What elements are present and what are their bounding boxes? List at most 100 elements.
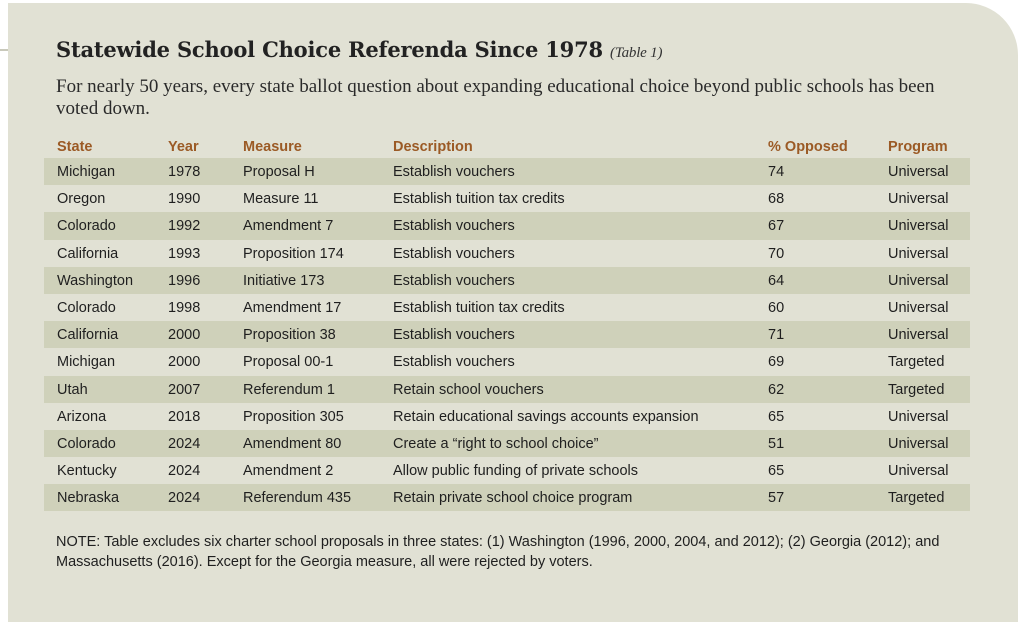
- cell-program: Universal: [888, 164, 949, 180]
- table-body: Michigan 1978 Proposal H Establish vouchers…: [44, 158, 970, 512]
- cell-opposed: 68: [768, 191, 785, 208]
- table-row: Colorado 1992 Amendment 7 Establish voucher…: [44, 212, 970, 240]
- cell-opposed: 69: [768, 354, 785, 371]
- cell-measure: Amendment 17: [243, 299, 342, 316]
- cell-measure: Amendment 80: [243, 435, 342, 452]
- table-row: Michigan 2000 Proposal 00-1 Establish vouch…: [44, 348, 970, 375]
- cell-program: Universal: [888, 272, 949, 289]
- cell-measure: Measure 11: [243, 191, 319, 208]
- title-table-tag: (Table 1): [610, 45, 663, 61]
- cell-year: 1993: [168, 245, 201, 262]
- column-header-opposed: % Opposed: [768, 139, 848, 155]
- cell-measure: Proposition 305: [243, 408, 344, 425]
- cell-opposed: 64: [768, 272, 785, 289]
- column-header-measure: Measure: [243, 139, 302, 155]
- cell-program: Universal: [888, 463, 949, 480]
- cell-description: Establish tuition tax credits: [393, 299, 565, 316]
- table-row: Colorado 1998 Amendment 17 Establish tuitio…: [44, 294, 970, 321]
- table-row: Washington 1996 Initiative 173 Establish vo…: [44, 266, 970, 294]
- table-row: California 1993 Proposition 174 Establish v…: [44, 240, 970, 267]
- cell-state: Oregon: [57, 191, 106, 208]
- table-row: Nebraska 2024 Referendum 435 Retain private…: [44, 484, 970, 512]
- cell-opposed: 62: [768, 381, 785, 398]
- column-header-description: Description: [393, 139, 473, 155]
- table-row: Oregon 1990 Measure 11 Establish tuition ta…: [44, 185, 970, 212]
- cell-year: 2024: [168, 435, 201, 452]
- cell-measure: Amendment 7: [243, 218, 334, 235]
- cell-state: California: [57, 245, 119, 262]
- cell-measure: Proposal H: [243, 164, 315, 180]
- cell-state: California: [57, 327, 119, 344]
- cell-year: 1998: [168, 299, 201, 316]
- cell-state: Colorado: [57, 435, 116, 452]
- table-row: Colorado 2024 Amendment 80 Create a “right …: [44, 429, 970, 458]
- column-header-program: Program: [888, 139, 948, 155]
- page-title: Statewide School Choice Referenda Since …: [56, 37, 662, 62]
- cell-program: Universal: [888, 245, 949, 262]
- cell-year: 2000: [168, 354, 201, 371]
- cell-year: 2018: [168, 408, 201, 425]
- cell-program: Universal: [888, 435, 949, 452]
- cell-measure: Referendum 1: [243, 381, 335, 398]
- cell-state: Michigan: [57, 354, 116, 371]
- cell-opposed: 74: [768, 164, 785, 180]
- cell-measure: Proposal 00-1: [243, 354, 334, 371]
- cell-program: Universal: [888, 218, 949, 235]
- cell-program: Targeted: [888, 490, 945, 507]
- table-row: Kentucky 2024 Amendment 2 Allow public fund…: [44, 457, 970, 484]
- cell-state: Michigan: [57, 164, 116, 180]
- cell-measure: Initiative 173: [243, 272, 325, 289]
- cell-program: Targeted: [888, 354, 945, 371]
- cell-description: Establish vouchers: [393, 164, 515, 180]
- cell-description: Allow public funding of private schools: [393, 463, 639, 480]
- cell-measure: Proposition 38: [243, 327, 336, 344]
- cell-year: 2024: [168, 490, 201, 507]
- cell-description: Retain educational savings accounts expa…: [393, 408, 699, 425]
- cell-opposed: 60: [768, 299, 785, 316]
- table-row: Utah 2007 Referendum 1 Retain school vouche…: [44, 375, 970, 403]
- cell-program: Universal: [888, 327, 949, 344]
- cell-state: Colorado: [57, 218, 116, 235]
- cell-measure: Proposition 174: [243, 245, 344, 262]
- cell-year: 1990: [168, 191, 201, 208]
- cell-opposed: 70: [768, 245, 785, 262]
- cell-opposed: 71: [768, 327, 785, 344]
- cell-state: Utah: [57, 381, 88, 398]
- cell-program: Targeted: [888, 381, 945, 398]
- cell-description: Establish vouchers: [393, 245, 515, 262]
- edge-divider: [0, 49, 8, 51]
- cell-program: Universal: [888, 408, 949, 425]
- cell-description: Establish vouchers: [393, 327, 515, 344]
- cell-state: Colorado: [57, 299, 116, 316]
- cell-opposed: 51: [768, 435, 785, 452]
- cell-opposed: 57: [768, 490, 785, 507]
- cell-year: 2000: [168, 327, 201, 344]
- cell-state: Arizona: [57, 408, 107, 425]
- table-header-row: State Year Measure Description % Opposed…: [44, 133, 970, 158]
- table-note: NOTE: Table excludes six charter school …: [56, 534, 940, 570]
- cell-description: Create a “right to school choice”: [393, 435, 599, 452]
- cell-year: 1992: [168, 218, 201, 235]
- cell-year: 1978: [168, 164, 201, 180]
- table-row: Arizona 2018 Proposition 305 Retain educati…: [44, 403, 970, 430]
- referenda-table: State Year Measure Description % Opposed…: [44, 133, 970, 512]
- cell-description: Retain school vouchers: [393, 381, 544, 398]
- cell-year: 2024: [168, 463, 201, 480]
- cell-program: Universal: [888, 191, 949, 208]
- cell-description: Establish vouchers: [393, 354, 515, 371]
- cell-opposed: 65: [768, 463, 785, 480]
- title-main: Statewide School Choice Referenda Since …: [56, 37, 603, 62]
- cell-description: Retain private school choice program: [393, 490, 633, 507]
- cell-state: Washington: [57, 272, 134, 289]
- cell-measure: Referendum 435: [243, 490, 352, 507]
- column-header-state: State: [57, 139, 93, 155]
- cell-description: Establish vouchers: [393, 272, 515, 289]
- cell-state: Nebraska: [57, 490, 120, 507]
- column-header-year: Year: [168, 139, 199, 155]
- table-row: California 2000 Proposition 38 Establish vo…: [44, 321, 970, 349]
- cell-state: Kentucky: [57, 463, 117, 480]
- cell-year: 1996: [168, 272, 201, 289]
- cell-measure: Amendment 2: [243, 463, 334, 480]
- cell-description: Establish tuition tax credits: [393, 191, 565, 208]
- cell-program: Universal: [888, 299, 949, 316]
